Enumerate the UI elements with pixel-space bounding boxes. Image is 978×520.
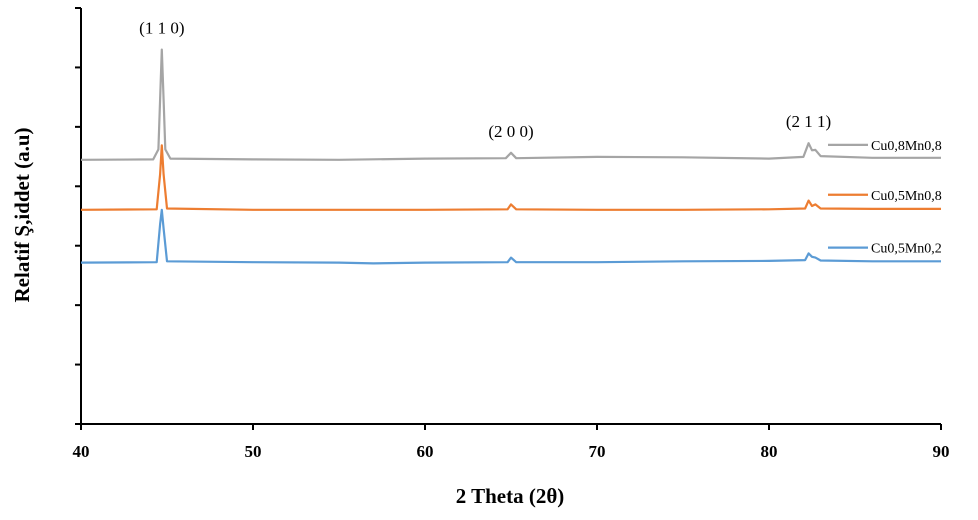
- legend-label: Cu0,5Mn0,8: [871, 189, 942, 204]
- x-tick-label: 60: [417, 442, 434, 461]
- x-tick-label: 50: [245, 442, 262, 461]
- x-axis-tick-labels: 40 50 60 70 80 90: [73, 442, 950, 461]
- legend: Cu0,8Mn0,8 Cu0,5Mn0,8 Cu0,5Mn0,2: [828, 139, 942, 257]
- y-axis-title: Relatif Ş,iddet (a.u): [10, 128, 34, 303]
- legend-label: Cu0,5Mn0,2: [871, 242, 942, 257]
- x-tick-label: 90: [933, 442, 950, 461]
- x-tick-label: 70: [589, 442, 606, 461]
- peak-label: (2 0 0): [488, 122, 533, 141]
- x-axis-ticks: [80, 424, 942, 430]
- axes: 40 50 60 70 80 90: [73, 7, 950, 461]
- series-line-3: [80, 208, 941, 265]
- peak-labels: (1 1 0) (2 0 0) (2 1 1): [139, 19, 831, 141]
- series-line-2: [80, 144, 941, 211]
- x-axis-title: 2 Theta (2θ): [456, 484, 565, 508]
- peak-label: (1 1 0): [139, 19, 184, 38]
- legend-label: Cu0,8Mn0,8: [871, 139, 942, 154]
- peak-label: (2 1 1): [786, 112, 831, 131]
- x-tick-label: 80: [761, 442, 778, 461]
- series-line-1: [80, 48, 941, 161]
- x-tick-label: 40: [73, 442, 90, 461]
- series-lines: [80, 48, 941, 265]
